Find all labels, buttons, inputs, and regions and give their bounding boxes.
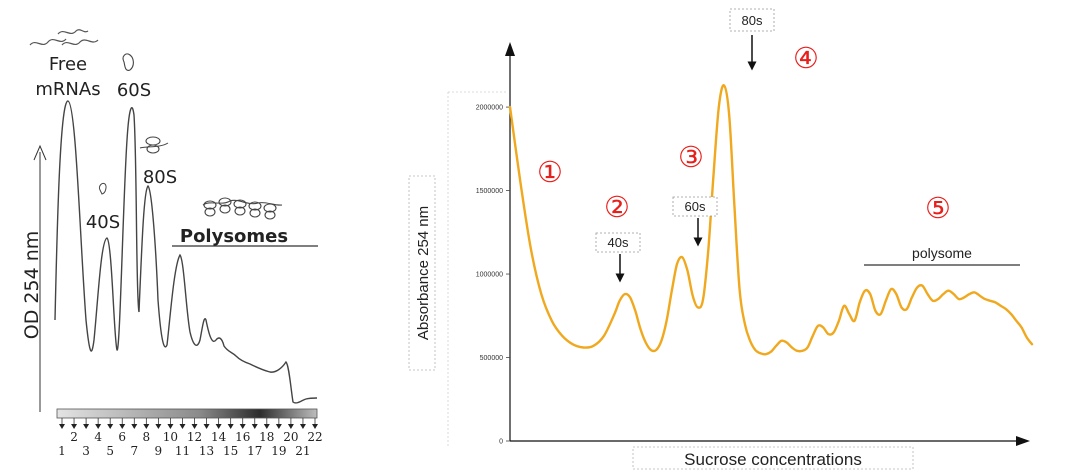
- fraction-arrow-icon: [251, 424, 258, 429]
- peak-marker-2: ②: [604, 190, 630, 224]
- right-y-axis-arrow: [505, 42, 515, 56]
- fraction-arrow-icon: [263, 424, 270, 429]
- fraction-label: 22: [307, 430, 322, 444]
- polysome-icon: [202, 197, 283, 220]
- fraction-label: 7: [130, 444, 138, 458]
- fraction-label: 5: [106, 444, 114, 458]
- label-40s: 40S: [86, 212, 120, 233]
- fraction-arrow-icon: [95, 424, 102, 429]
- region-marker-1: ①: [537, 155, 563, 189]
- fraction-label: 9: [155, 444, 163, 458]
- fraction-arrow-icon: [275, 424, 282, 429]
- fraction-labels-even: 2 4 6 8 10 12 14 16 18 20 22: [70, 430, 322, 444]
- fraction-arrow-icon: [167, 424, 174, 429]
- y-tick-label: 1500000: [476, 188, 503, 195]
- left-y-axis-arrow: [33, 144, 47, 161]
- right-absorbance-chart: 0 500000 1000000 1500000 2000000 Absorbance …: [408, 8, 1034, 470]
- fraction-label: 4: [94, 430, 102, 444]
- label-mrnas: mRNAs: [35, 79, 100, 100]
- fraction-arrow-icon: [191, 424, 198, 429]
- fraction-label: 6: [118, 430, 126, 444]
- peak-box-80s: [729, 8, 775, 32]
- y-tick-label: 500000: [480, 355, 503, 362]
- fraction-arrow-icon: [107, 424, 114, 429]
- right-x-axis-arrow: [1016, 436, 1030, 446]
- region-marker-5: ⑤: [925, 191, 951, 225]
- fraction-arrow-icon: [299, 424, 306, 429]
- subunit-60s-icon: [122, 53, 134, 71]
- fraction-labels-odd: 1 3 5 7 9 11 13 15 17 19 21: [58, 444, 310, 458]
- fraction-label: 11: [175, 444, 190, 458]
- fraction-label: 16: [235, 430, 250, 444]
- mrna-wave-icon: [57, 29, 89, 35]
- fraction-label: 18: [259, 430, 274, 444]
- mrna-wave-icon: [61, 39, 99, 46]
- fraction-label: 15: [223, 444, 238, 458]
- right-y-axis-label: Absorbance 254 nm: [415, 206, 432, 340]
- fraction-label: 17: [247, 444, 262, 458]
- fraction-arrow-icon: [143, 424, 150, 429]
- fraction-label: 20: [283, 430, 298, 444]
- fraction-label: 1: [58, 444, 66, 458]
- fraction-label: 10: [163, 430, 178, 444]
- fraction-arrow-icon: [239, 424, 246, 429]
- peak-label-40s: 40s: [608, 235, 629, 250]
- left-profile-trace: [54, 100, 318, 404]
- label-free: Free: [49, 54, 87, 75]
- y-label-box: [408, 175, 436, 371]
- right-y-ticks: 0 500000 1000000 1500000 2000000: [476, 105, 510, 446]
- fraction-label: 21: [295, 444, 310, 458]
- label-80s: 80S: [143, 167, 177, 188]
- fraction-arrow-icon: [312, 424, 318, 429]
- fraction-arrow-icon: [59, 424, 65, 429]
- fraction-arrow-icon: [119, 424, 126, 429]
- gradient-fraction-bar: [56, 408, 318, 419]
- fraction-label: 12: [187, 430, 202, 444]
- y-tick-label: 1000000: [476, 272, 503, 279]
- absorbance-series-line: [508, 84, 1034, 356]
- fraction-label: 3: [82, 444, 90, 458]
- fraction-arrow-icon: [131, 424, 138, 429]
- fraction-arrow-icon: [179, 424, 186, 429]
- subunit-40s-icon: [99, 183, 107, 195]
- fraction-arrow-icon: [215, 424, 222, 429]
- fraction-arrow-icon: [155, 424, 162, 429]
- fraction-label: 14: [211, 430, 227, 444]
- mrna-wave-icon: [29, 38, 67, 46]
- fraction-arrow-icon: [287, 424, 294, 429]
- left-y-axis-label: OD 254 nm: [21, 231, 43, 339]
- fraction-tick-group: [59, 418, 318, 429]
- peak-marker-4: ④: [793, 41, 819, 75]
- fraction-arrow-icon: [203, 424, 210, 429]
- y-tick-label: 2000000: [476, 105, 503, 112]
- fraction-arrow-icon: [71, 424, 78, 429]
- fraction-arrow-icon: [227, 424, 234, 429]
- polysome-label: polysome: [912, 245, 972, 261]
- peak-label-80s: 80s: [742, 13, 763, 28]
- peak-label-60s: 60s: [685, 199, 706, 214]
- peak-marker-3: ③: [678, 140, 704, 174]
- y-tick-label: 0: [499, 439, 503, 446]
- right-x-axis-label: Sucrose concentrations: [684, 450, 862, 469]
- peak-box-40s: [595, 232, 641, 253]
- x-label-box: [632, 446, 914, 470]
- ribosome-80s-icon: [139, 136, 169, 154]
- label-polysomes: Polysomes: [180, 226, 288, 247]
- label-60s: 60S: [117, 80, 151, 101]
- fraction-label: 19: [271, 444, 286, 458]
- fraction-label: 13: [199, 444, 214, 458]
- fraction-arrow-icon: [83, 424, 90, 429]
- fraction-label: 8: [143, 430, 151, 444]
- left-polysome-profile: OD 254 nm Free mRNAs 60S 80S 40S: [21, 29, 323, 458]
- fraction-label: 2: [70, 430, 78, 444]
- peak-box-60s: [672, 196, 718, 217]
